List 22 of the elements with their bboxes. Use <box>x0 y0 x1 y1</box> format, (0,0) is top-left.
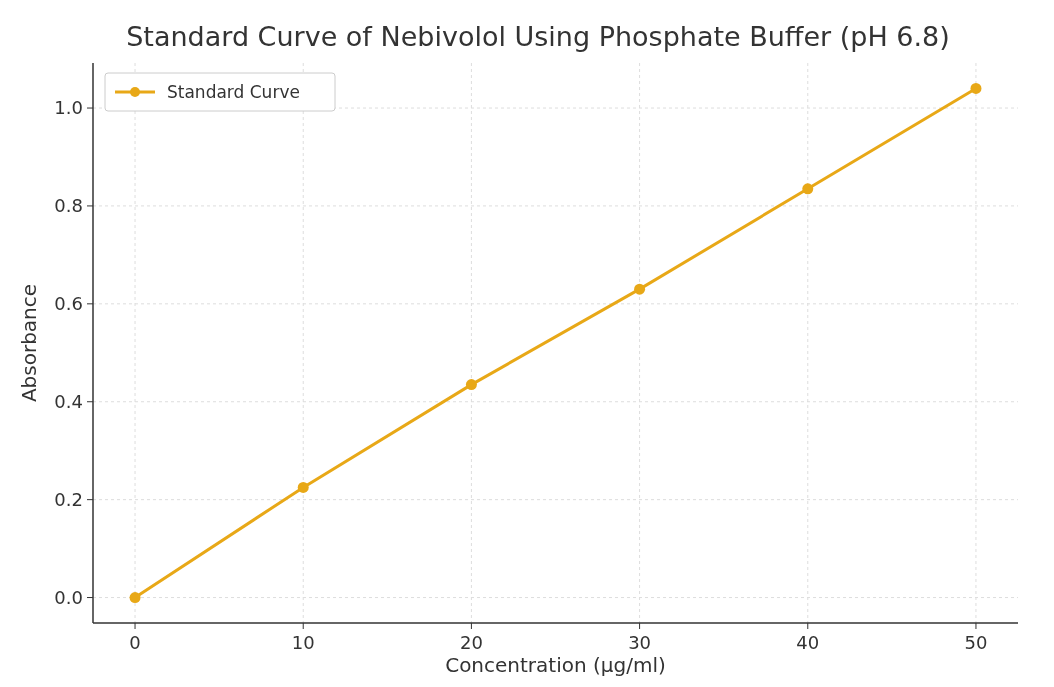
y-tick-label: 0.0 <box>54 586 83 608</box>
chart-title: Standard Curve of Nebivolol Using Phosphate Buffer (pH 6.8) <box>126 21 950 52</box>
x-tick-label: 50 <box>964 632 988 653</box>
x-tick-label: 40 <box>796 632 820 653</box>
point <box>129 592 141 604</box>
y-tick-label: 0.8 <box>54 195 83 217</box>
x-tick-label: 20 <box>459 632 483 653</box>
y-tick-label: 0.2 <box>54 488 83 510</box>
x-tick-label: 0 <box>129 632 141 653</box>
y-tick-label: 1.0 <box>54 97 83 119</box>
point <box>802 183 814 195</box>
legend-label: Standard Curve <box>167 81 300 102</box>
x-tick-label: 30 <box>628 632 652 653</box>
point <box>970 82 982 94</box>
point <box>297 481 309 493</box>
x-tick-label: 10 <box>291 632 315 653</box>
point <box>634 283 646 295</box>
x-axis-title: Concentration (µg/ml) <box>445 653 666 677</box>
point <box>465 379 477 391</box>
y-axis-title: Absorbance <box>17 283 41 403</box>
y-tick-label: 0.6 <box>54 293 83 315</box>
y-tick-label: 0.4 <box>54 391 83 413</box>
